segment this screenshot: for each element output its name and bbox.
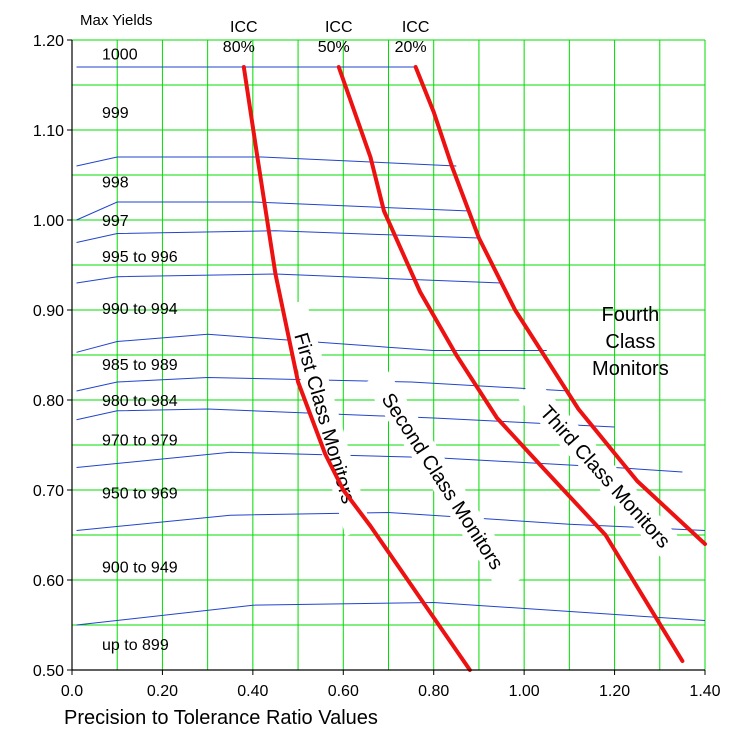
x-tick-label: 1.00 bbox=[509, 683, 540, 700]
yield-band-label: 990 to 994 bbox=[102, 301, 178, 318]
icc-label-line1: ICC bbox=[325, 19, 353, 36]
yield-labels: 1000 999 998 997 995 to 996 990 to 994 985 to … bbox=[102, 47, 178, 654]
yield-line bbox=[76, 230, 479, 243]
yield-band-label: 995 to 996 bbox=[102, 249, 178, 266]
icc-label-line2: 80% bbox=[223, 39, 255, 56]
y-tick-label: 1.10 bbox=[33, 123, 64, 140]
yield-line bbox=[76, 511, 706, 531]
icc-label-line2: 50% bbox=[318, 39, 350, 56]
axes bbox=[67, 39, 706, 675]
yield-line bbox=[76, 376, 570, 392]
y-tick-label: 1.00 bbox=[33, 213, 64, 230]
yield-line bbox=[76, 408, 615, 428]
icc-label-line1: ICC bbox=[402, 19, 430, 36]
yield-band-label: 970 to 979 bbox=[102, 433, 178, 450]
yield-band-label: 985 to 989 bbox=[102, 357, 178, 374]
region-label-backing bbox=[279, 299, 372, 536]
x-tick-label: 0.80 bbox=[418, 683, 449, 700]
yield-line bbox=[76, 601, 706, 626]
monitor-boundary-2 bbox=[336, 65, 685, 663]
yield-header: Max Yields bbox=[80, 12, 153, 29]
region-label-backing bbox=[516, 378, 696, 574]
yield-band-label: 1000 bbox=[102, 47, 138, 64]
x-tick-label: 1.20 bbox=[599, 683, 630, 700]
icc-labels: ICC 80% ICC 50% ICC 20% bbox=[223, 19, 430, 56]
monitor-boundary-3 bbox=[413, 65, 707, 546]
monitor-boundary-1 bbox=[241, 65, 472, 672]
yield-band-label: 998 bbox=[102, 174, 129, 191]
yield-band-label: 980 to 984 bbox=[102, 393, 178, 410]
fourth-class-label-line: Class bbox=[605, 331, 655, 353]
x-tick-label: 0.60 bbox=[328, 683, 359, 700]
fourth-class-label: Fourth Class Monitors bbox=[592, 304, 669, 380]
fourth-class-label-line: Monitors bbox=[592, 358, 669, 380]
grid bbox=[72, 39, 706, 670]
yield-line bbox=[76, 156, 457, 167]
yield-line bbox=[76, 201, 470, 221]
x-tick-label: 0.40 bbox=[237, 683, 268, 700]
y-tick-label: 0.90 bbox=[33, 303, 64, 320]
region-label-backing bbox=[363, 368, 523, 593]
yield-line bbox=[76, 273, 502, 284]
yield-line bbox=[76, 333, 547, 353]
monitor-boundaries bbox=[241, 65, 707, 672]
x-axis-title: Precision to Tolerance Ratio Values bbox=[64, 707, 378, 729]
icc-label-line1: ICC bbox=[230, 19, 258, 36]
y-tick-label: 0.70 bbox=[33, 483, 64, 500]
y-tick-label: 0.60 bbox=[33, 573, 64, 590]
y-tick-label: 0.80 bbox=[33, 393, 64, 410]
fourth-class-label-line: Fourth bbox=[601, 304, 659, 326]
y-tick-label: 0.50 bbox=[33, 663, 64, 680]
y-tick-label: 1.20 bbox=[33, 33, 64, 50]
yield-band-label: 900 to 949 bbox=[102, 560, 178, 577]
yield-band-label: up to 899 bbox=[102, 637, 169, 654]
x-tick-label: 0.20 bbox=[147, 683, 178, 700]
x-tick-label: 1.40 bbox=[689, 683, 720, 700]
x-tick-label: 0.0 bbox=[61, 683, 83, 700]
yield-band-label: 997 bbox=[102, 213, 129, 230]
yield-band-label: 999 bbox=[102, 105, 129, 122]
yield-band-label: 950 to 969 bbox=[102, 486, 178, 503]
tick-labels: 0.0 0.20 0.40 0.60 0.80 1.00 1.20 1.40 0.50 0.60 0… bbox=[33, 33, 721, 700]
icc-label-line2: 20% bbox=[395, 39, 427, 56]
